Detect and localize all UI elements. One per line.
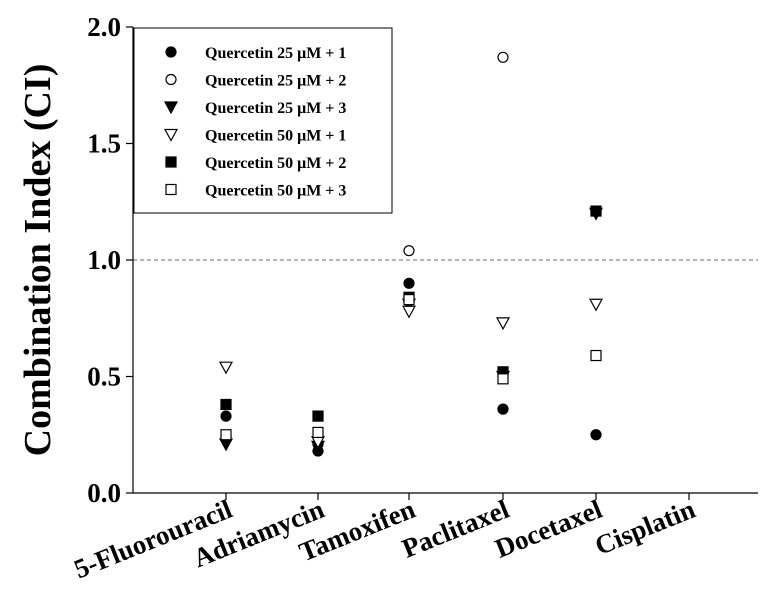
y-tick-label: 2.0	[87, 12, 121, 42]
series-6	[220, 294, 602, 441]
y-axis-label: Combination Index (CI)	[17, 64, 59, 457]
data-point	[218, 438, 234, 452]
y-tick-label: 1.5	[87, 129, 121, 159]
legend-label: Quercetin 25 μM + 2	[205, 73, 346, 90]
legend-marker	[163, 128, 179, 142]
data-point	[590, 349, 602, 362]
data-point	[497, 51, 509, 63]
data-point	[220, 429, 232, 441]
data-point	[590, 205, 602, 217]
data-point	[495, 317, 511, 331]
data-point	[403, 245, 415, 257]
legend-marker	[163, 101, 179, 115]
x-tick-label: Paclitaxel	[398, 494, 514, 564]
data-point	[220, 398, 232, 411]
data-point	[590, 429, 602, 441]
data-point	[403, 294, 415, 306]
data-point	[403, 277, 415, 289]
data-point	[220, 410, 232, 422]
x-tick-label: Cisplatin	[591, 494, 700, 561]
series-4	[218, 298, 604, 449]
legend-marker	[165, 46, 177, 58]
legend-marker	[165, 183, 177, 196]
legend-label: Quercetin 50 μM + 1	[205, 128, 346, 145]
legend-label: Quercetin 50 μM + 2	[205, 155, 346, 172]
data-point	[312, 410, 324, 422]
y-tick-label: 1.0	[87, 245, 121, 275]
data-point	[218, 361, 234, 375]
data-point	[588, 298, 604, 312]
legend-box	[133, 27, 393, 214]
legend-marker	[165, 156, 177, 168]
y-tick-label: 0.0	[87, 478, 121, 508]
data-point	[497, 403, 509, 415]
legend-label: Quercetin 50 μM + 3	[205, 183, 346, 200]
legend-marker	[165, 73, 177, 86]
legend-label: Quercetin 25 μM + 3	[205, 100, 346, 117]
series-3	[218, 207, 604, 454]
y-tick-label: 0.5	[87, 362, 121, 392]
data-point	[497, 373, 509, 385]
legend-label: Quercetin 25 μM + 1	[205, 45, 346, 62]
data-point	[312, 426, 324, 439]
data-point	[401, 305, 417, 319]
x-tick-label: Docetaxel	[491, 494, 607, 564]
